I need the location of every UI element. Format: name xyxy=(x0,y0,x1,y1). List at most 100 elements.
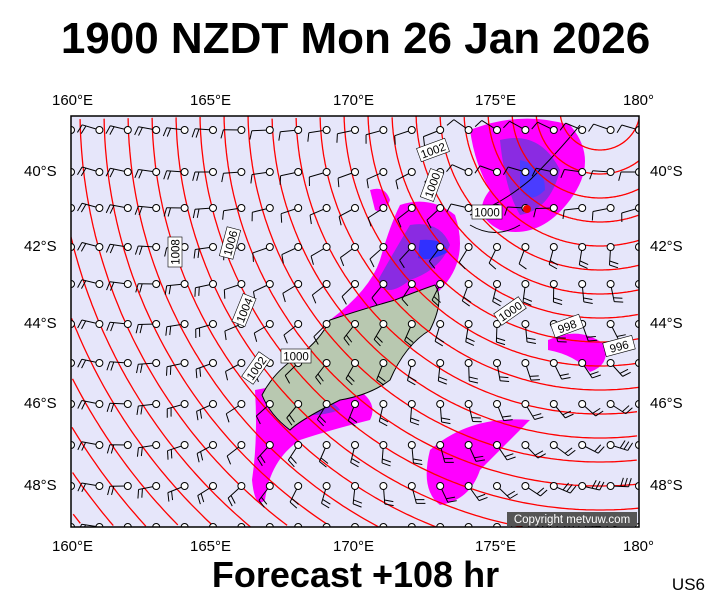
wind-barb-icon xyxy=(606,280,624,303)
wind-barb-icon xyxy=(209,523,217,527)
station-circle-icon xyxy=(95,126,104,134)
station-circle-icon xyxy=(180,320,189,328)
station-circle-icon xyxy=(549,168,558,176)
station-circle-icon xyxy=(379,482,388,490)
wind-barb-icon xyxy=(606,477,632,490)
station-circle-icon xyxy=(351,204,359,212)
station-circle-icon xyxy=(493,280,501,288)
wind-barb-icon xyxy=(134,243,161,255)
wind-barb-icon xyxy=(318,441,331,468)
wind-barb-icon xyxy=(428,243,445,269)
lon-label-top: 160°E xyxy=(52,92,94,109)
wind-barb-icon xyxy=(606,400,633,415)
station-circle-icon xyxy=(209,204,217,212)
station-circle-icon xyxy=(322,441,331,449)
wind-barb-icon xyxy=(105,125,132,135)
wind-barb-icon xyxy=(226,441,246,465)
station-circle-icon xyxy=(322,523,331,527)
station-circle-icon xyxy=(209,280,217,288)
station-circle-icon xyxy=(294,400,303,408)
station-circle-icon xyxy=(436,441,445,449)
station-circle-icon xyxy=(71,482,75,490)
wind-barb-icon xyxy=(252,243,274,262)
station-circle-icon xyxy=(123,204,132,212)
station-circle-icon xyxy=(464,441,473,449)
wind-barb-icon xyxy=(521,441,546,459)
station-circle-icon xyxy=(606,280,615,288)
station-circle-icon xyxy=(237,126,246,134)
wind-barb-icon xyxy=(265,523,274,527)
station-circle-icon xyxy=(95,359,104,367)
station-circle-icon xyxy=(549,243,558,251)
station-circle-icon xyxy=(322,280,331,288)
isobar-line xyxy=(199,117,639,511)
wind-barb-icon xyxy=(549,359,571,380)
wind-barb-icon xyxy=(309,204,331,225)
isobar-line xyxy=(71,317,214,526)
station-circle-icon xyxy=(464,523,473,527)
station-circle-icon xyxy=(521,482,530,490)
wind-barb-icon xyxy=(134,204,161,216)
station-circle-icon xyxy=(294,126,303,134)
station-circle-icon xyxy=(123,126,132,134)
station-circle-icon xyxy=(180,359,189,367)
station-circle-icon xyxy=(71,280,75,288)
station-circle-icon xyxy=(95,482,104,490)
isobar-line xyxy=(175,117,523,527)
wind-barb-icon xyxy=(152,523,161,527)
wind-barb-icon xyxy=(134,168,161,179)
wind-barb-icon xyxy=(488,243,501,270)
station-circle-icon xyxy=(209,523,217,527)
station-circle-icon xyxy=(493,400,501,408)
copyright-box: Copyright metvuw.com xyxy=(507,512,637,526)
station-circle-icon xyxy=(237,441,246,449)
station-circle-icon xyxy=(493,523,501,527)
station-circle-icon xyxy=(152,441,161,449)
station-circle-icon xyxy=(436,482,445,490)
wind-barb-icon xyxy=(367,204,388,227)
station-circle-icon xyxy=(123,320,132,328)
wind-barb-icon xyxy=(606,359,631,377)
lon-label-top: 180° xyxy=(623,92,655,109)
isobar-line xyxy=(223,116,637,487)
wind-barb-icon xyxy=(406,359,417,386)
wind-barb-icon xyxy=(404,320,416,347)
forecast-hour: Forecast +108 hr xyxy=(211,554,500,595)
wind-barb-icon xyxy=(136,400,161,415)
wind-barb-icon xyxy=(237,523,246,527)
wind-barb-icon xyxy=(192,168,217,181)
wind-barb-icon xyxy=(281,243,303,264)
wind-barb-icon xyxy=(77,124,104,134)
wind-barb-icon xyxy=(464,359,479,384)
wind-barb-icon xyxy=(549,441,576,457)
station-circle-icon xyxy=(436,280,445,288)
wind-barb-icon xyxy=(521,359,540,381)
map-title: 1900 NZDT Mon 26 Jan 2026 xyxy=(60,14,651,63)
station-circle-icon xyxy=(549,482,558,490)
wind-barb-icon xyxy=(71,320,75,328)
wind-barb-icon xyxy=(635,400,639,408)
station-circle-icon xyxy=(123,168,132,176)
lat-label-right: 42°S xyxy=(650,238,683,255)
wind-barb-icon xyxy=(458,243,473,270)
wind-barb-icon xyxy=(371,280,388,306)
wind-barb-icon xyxy=(493,320,506,346)
wind-barb-icon xyxy=(279,168,303,185)
wind-barb-icon xyxy=(135,280,161,293)
station-circle-icon xyxy=(521,168,530,176)
wind-barb-icon xyxy=(549,400,574,419)
wind-barb-icon xyxy=(165,320,189,336)
station-circle-icon xyxy=(464,204,473,212)
wind-barb-icon xyxy=(193,243,217,259)
wind-barb-icon xyxy=(407,400,420,426)
station-circle-icon xyxy=(71,400,75,408)
map-frame xyxy=(70,115,640,528)
wind-barb-icon xyxy=(196,441,217,463)
station-circle-icon xyxy=(265,243,274,251)
isobar-line xyxy=(559,116,639,151)
wind-barb-icon xyxy=(196,400,217,421)
wind-barb-icon xyxy=(220,126,246,139)
station-circle-icon xyxy=(464,482,473,490)
wind-barb-icon xyxy=(71,359,75,367)
svg-text:1000: 1000 xyxy=(283,352,309,364)
